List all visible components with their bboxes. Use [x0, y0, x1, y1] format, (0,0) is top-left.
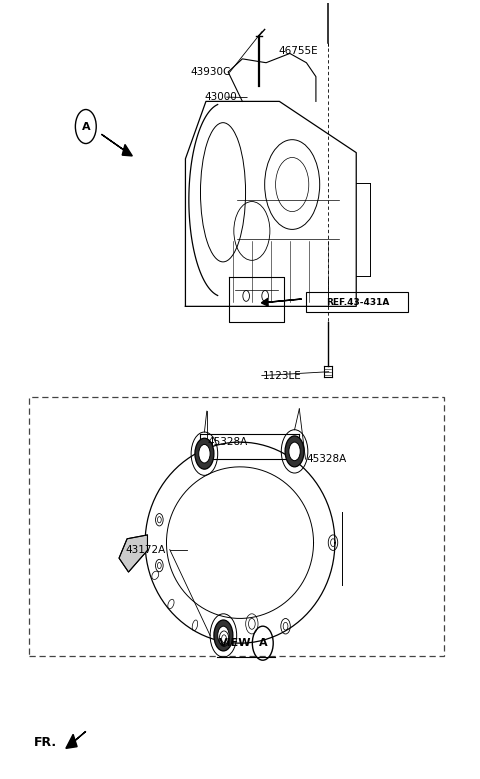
Text: FR.: FR.	[34, 735, 57, 749]
FancyArrow shape	[101, 134, 132, 156]
Text: A: A	[258, 638, 267, 648]
Text: VIEW: VIEW	[219, 638, 252, 648]
Bar	[306, 292, 408, 312]
Circle shape	[199, 444, 210, 463]
Circle shape	[195, 439, 214, 469]
Text: 43000: 43000	[204, 92, 237, 102]
FancyArrow shape	[66, 731, 86, 749]
Text: 46755E: 46755E	[279, 46, 319, 56]
Text: 45328A: 45328A	[208, 437, 248, 447]
Text: A: A	[82, 122, 90, 132]
Polygon shape	[119, 535, 147, 572]
Circle shape	[218, 626, 229, 645]
Text: REF.43-431A: REF.43-431A	[326, 298, 389, 307]
Text: 45328A: 45328A	[306, 454, 347, 464]
Text: 43172A: 43172A	[125, 545, 166, 555]
Circle shape	[214, 620, 233, 651]
Circle shape	[289, 442, 300, 460]
Text: 43930C: 43930C	[190, 68, 230, 77]
FancyArrow shape	[261, 298, 301, 306]
Text: 1123LE: 1123LE	[263, 371, 301, 381]
Circle shape	[285, 436, 304, 467]
